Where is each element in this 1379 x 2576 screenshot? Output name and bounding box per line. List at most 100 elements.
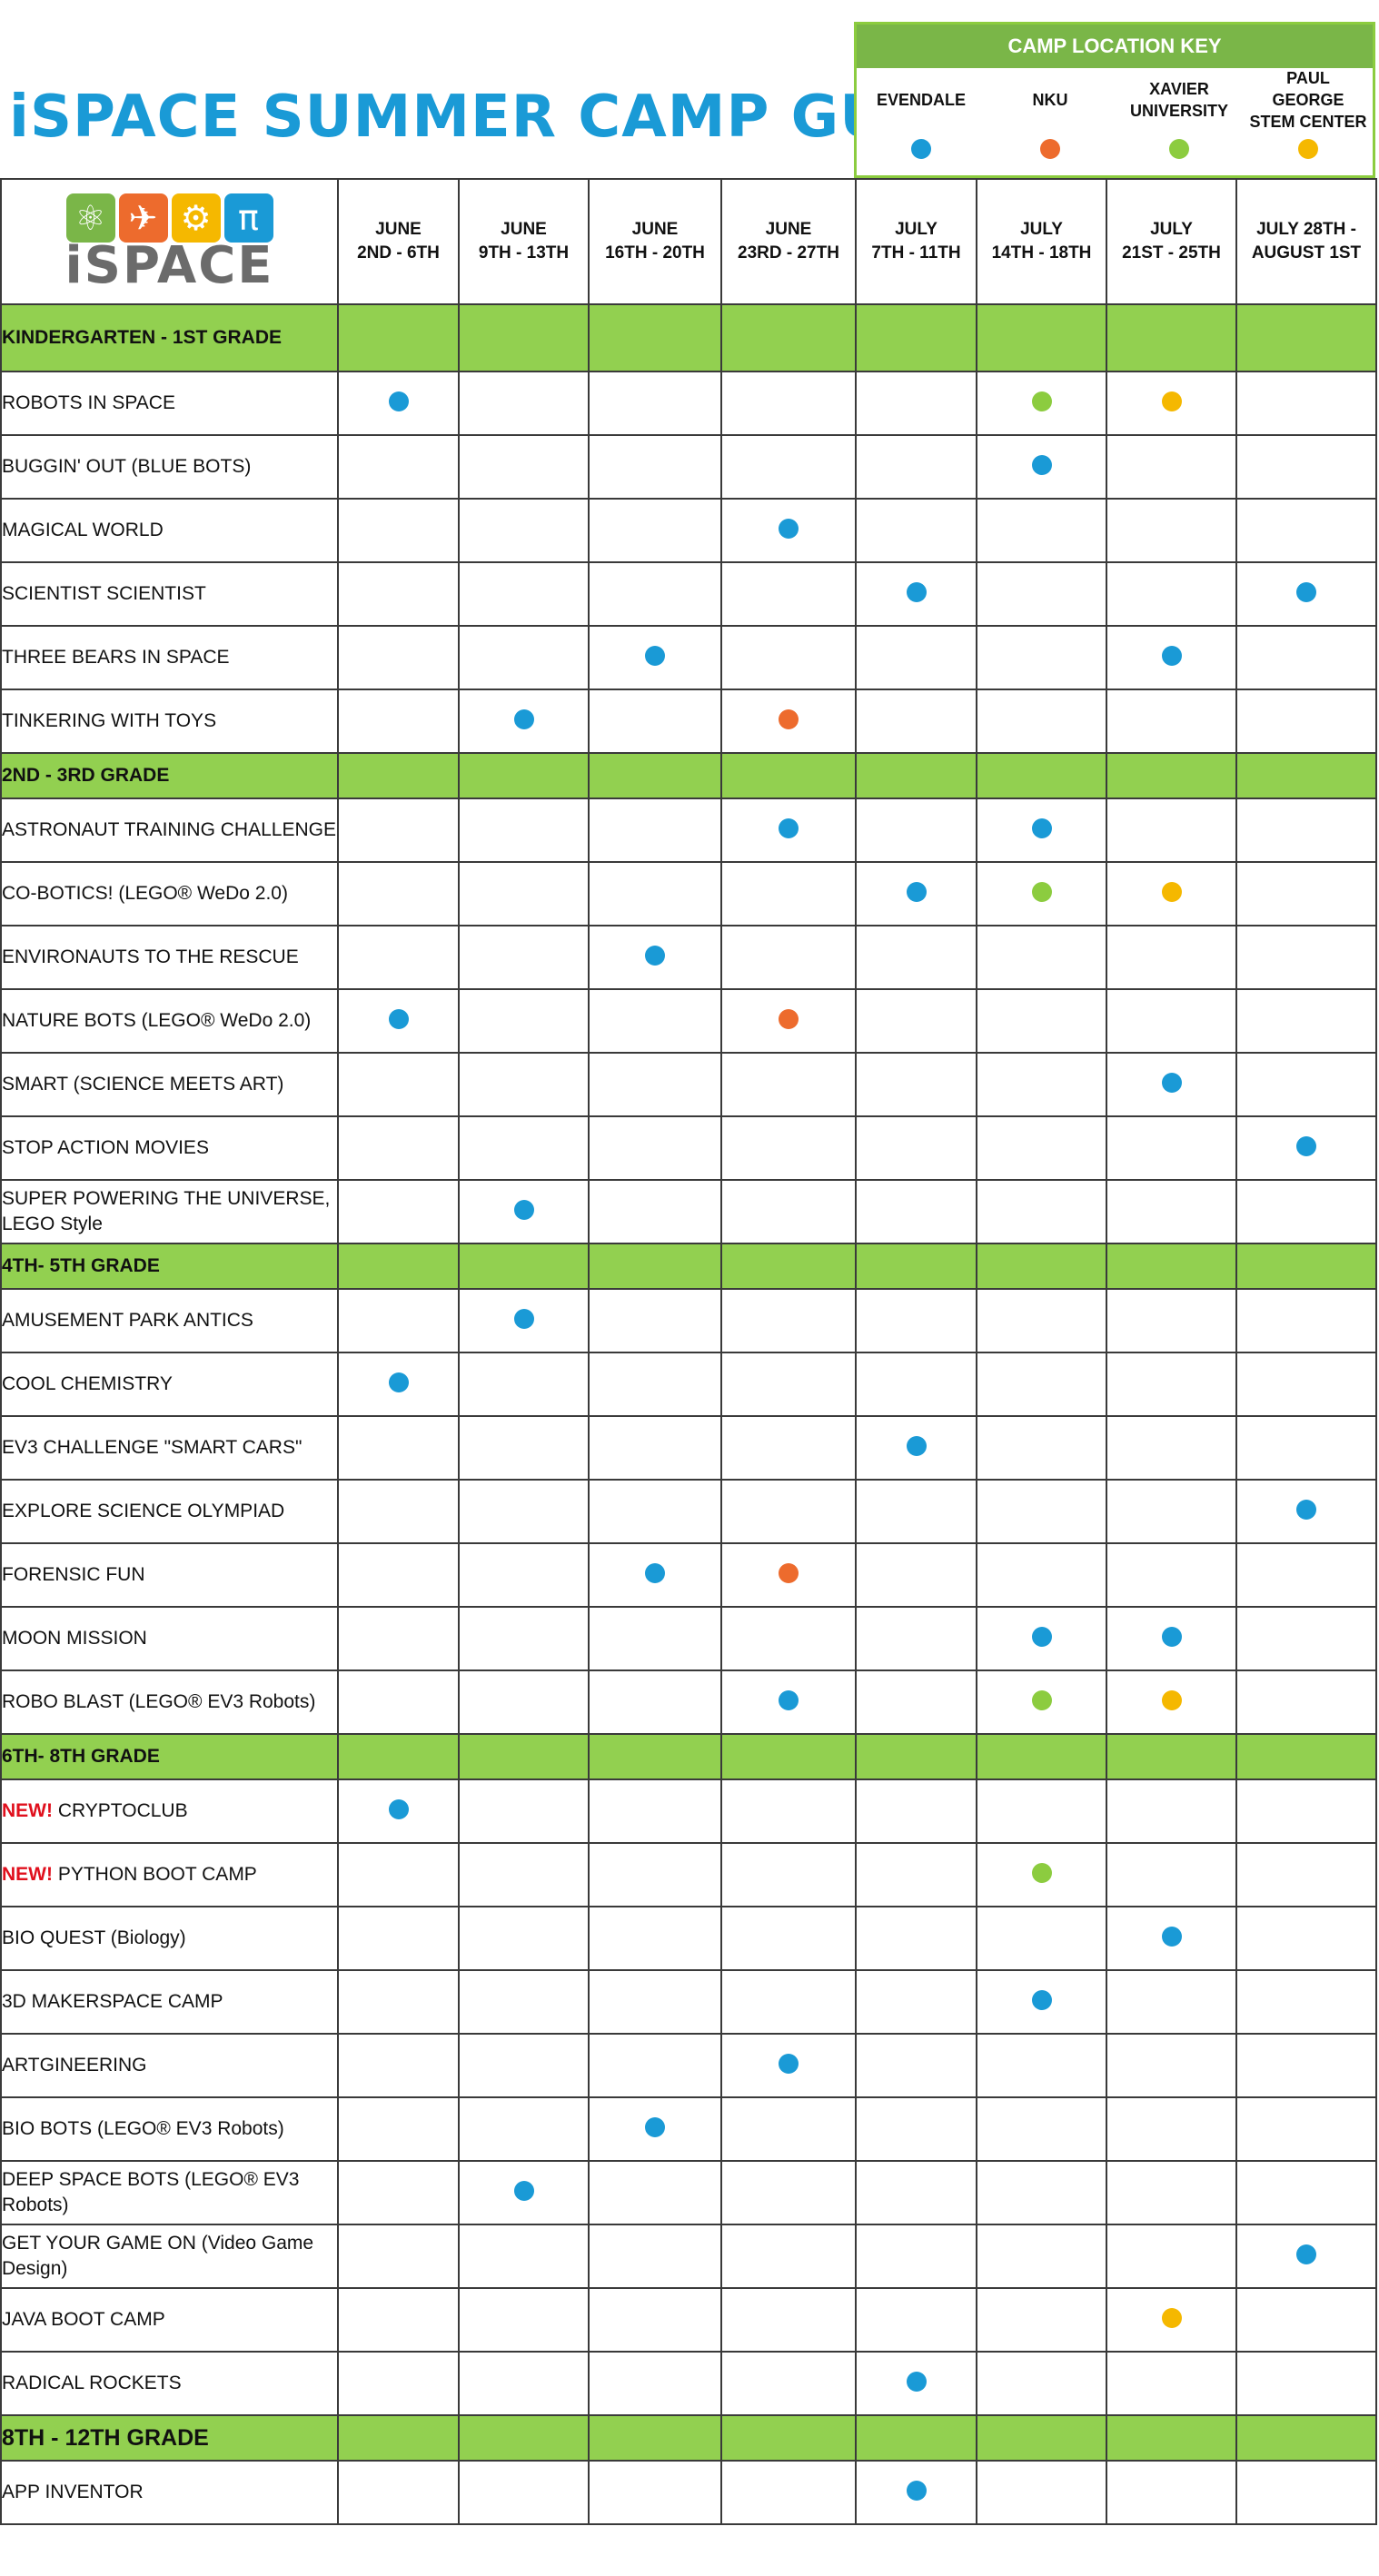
schedule-cell: [458, 2287, 590, 2353]
camp-name: THREE BEARS IN SPACE: [0, 625, 339, 690]
schedule-cell: [1235, 2287, 1377, 2353]
location-dot: [1031, 1862, 1052, 1883]
week-header-7: JULY 28TH - AUGUST 1ST: [1235, 178, 1377, 305]
pi-icon: π: [223, 193, 273, 243]
camp-row: DEEP SPACE BOTS (LEGO® EV3 Robots): [0, 2160, 1377, 2225]
schedule-cell: [1235, 1906, 1377, 1971]
week-header-0: JUNE 2ND - 6TH: [337, 178, 460, 305]
schedule-cell: [720, 925, 857, 990]
schedule-cell: [588, 371, 722, 436]
schedule-cell: [1106, 1479, 1237, 1544]
camp-name: ARTGINEERING: [0, 2033, 339, 2098]
schedule-cell: [720, 2033, 857, 2098]
grade-cell: [1106, 1243, 1237, 1290]
grade-cell: [1235, 752, 1377, 799]
schedule-cell: [976, 1842, 1107, 1907]
schedule-cell: [337, 2351, 460, 2416]
schedule-cell: [855, 988, 977, 1054]
schedule-cell: [720, 1479, 857, 1544]
grade-cell: [720, 2414, 857, 2462]
schedule-cell: [1235, 1542, 1377, 1608]
schedule-cell: [1235, 798, 1377, 863]
schedule-cell: [458, 1479, 590, 1544]
schedule-cell: [337, 1288, 460, 1353]
location-dot: [779, 1008, 799, 1029]
week-month: JUNE: [501, 220, 547, 239]
schedule-cell: [720, 1669, 857, 1735]
ispace-logo: ⚛ ✈ ⚙ π iSPACE: [0, 178, 339, 305]
week-days: 9TH - 13TH: [478, 243, 570, 263]
camp-name: COOL CHEMISTRY: [0, 1352, 339, 1417]
schedule-cell: [337, 1052, 460, 1117]
schedule-cell: [976, 1479, 1107, 1544]
schedule-cell: [1106, 988, 1237, 1054]
key-location-label: EVENDALE: [876, 91, 966, 109]
schedule-cell: [976, 1115, 1107, 1181]
schedule-cell: [855, 1179, 977, 1244]
schedule-cell: [976, 1969, 1107, 2035]
schedule-cell: [458, 434, 590, 500]
schedule-cell: [976, 1778, 1107, 1844]
grade-cell: [976, 303, 1107, 372]
schedule-cell: [855, 371, 977, 436]
schedule-cell: [1106, 2096, 1237, 2162]
schedule-cell: [337, 2160, 460, 2225]
camp-title: BUGGIN' OUT (BLUE BOTS): [2, 456, 252, 477]
schedule-cell: [1235, 925, 1377, 990]
schedule-cell: [588, 798, 722, 863]
schedule-cell: [976, 988, 1107, 1054]
schedule-cell: [588, 689, 722, 754]
schedule-cell: [855, 2224, 977, 2289]
camp-title: ROBOTS IN SPACE: [2, 392, 175, 413]
camp-row: ROBO BLAST (LEGO® EV3 Robots): [0, 1669, 1377, 1735]
schedule-cell: [458, 1415, 590, 1481]
schedule-cell: [976, 2033, 1107, 2098]
schedule-cell: [458, 2033, 590, 2098]
schedule-cell: [458, 2096, 590, 2162]
schedule-cell: [1235, 1778, 1377, 1844]
schedule-cell: [1235, 1179, 1377, 1244]
schedule-cell: [855, 1842, 977, 1907]
schedule-cell: [588, 1669, 722, 1735]
schedule-cell: [855, 434, 977, 500]
schedule-cell: [588, 1052, 722, 1117]
schedule-cell: [720, 371, 857, 436]
schedule-cell: [458, 1669, 590, 1735]
schedule-cell: [337, 1352, 460, 1417]
camp-name: SCIENTIST SCIENTIST: [0, 561, 339, 627]
camp-title: CO-BOTICS! (LEGO® WeDo 2.0): [2, 883, 288, 904]
camp-row: RADICAL ROCKETS: [0, 2351, 1377, 2416]
camp-title: STOP ACTION MOVIES: [2, 1137, 209, 1158]
schedule-cell: [720, 1115, 857, 1181]
grade-cell: [588, 752, 722, 799]
camp-name: STOP ACTION MOVIES: [0, 1115, 339, 1181]
schedule-cell: [855, 2033, 977, 2098]
schedule-cell: [458, 1906, 590, 1971]
location-dot: [906, 2480, 927, 2501]
schedule-cell: [1235, 2160, 1377, 2225]
schedule-cell: [720, 2224, 857, 2289]
key-location-label: XAVIER UNIVERSITY: [1129, 80, 1229, 120]
camp-name: BIO QUEST (Biology): [0, 1906, 339, 1971]
schedule-cell: [337, 798, 460, 863]
grade-cell: [1235, 303, 1377, 372]
schedule-cell: [976, 1288, 1107, 1353]
schedule-cell: [720, 2460, 857, 2525]
grade-cell: [1235, 1733, 1377, 1780]
week-month: JUNE: [631, 220, 679, 239]
camp-name: BUGGIN' OUT (BLUE BOTS): [0, 434, 339, 500]
location-dot: [906, 1435, 927, 1456]
schedule-cell: [855, 1606, 977, 1671]
camp-row: COOL CHEMISTRY: [0, 1352, 1377, 1417]
schedule-cell: [458, 689, 590, 754]
schedule-cell: [1106, 861, 1237, 926]
schedule-cell: [1106, 1288, 1237, 1353]
schedule-cell: [1106, 1415, 1237, 1481]
week-month: JULY 28TH -: [1256, 220, 1356, 239]
camp-location-key: CAMP LOCATION KEY EVENDALE NKU XAVIER UNIV…: [854, 22, 1375, 178]
schedule-cell: [720, 2096, 857, 2162]
key-location-dot: [911, 139, 931, 159]
camp-name: SUPER POWERING THE UNIVERSE, LEGO Style: [0, 1179, 339, 1244]
schedule-cell: [720, 434, 857, 500]
schedule-cell: [337, 1479, 460, 1544]
